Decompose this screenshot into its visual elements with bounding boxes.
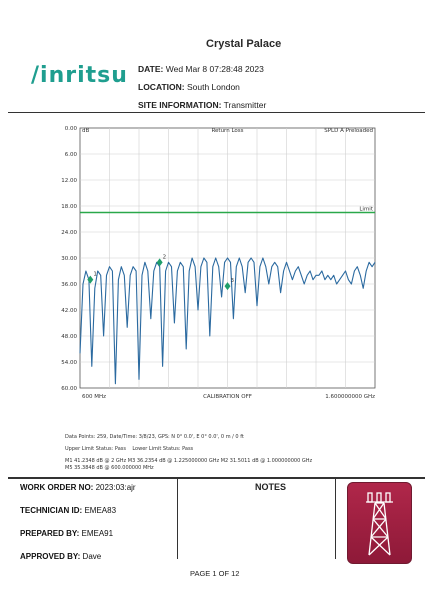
meta-line-1: Data Points: 259, Date/Time: 3/8/23, GPS… [65, 434, 244, 440]
x-end-label: 1.600000000 GHz [325, 394, 375, 400]
y-tick-label: 42.00 [61, 308, 77, 314]
y-tick-label: 24.00 [61, 230, 77, 236]
marker-label-2: 2 [163, 254, 167, 260]
approved-by: APPROVED BY: Dave [20, 552, 102, 561]
header-rule [8, 112, 425, 113]
x-start-label: 600 MHz [82, 394, 106, 400]
prepared-by: PREPARED BY: EMEA91 [20, 529, 114, 538]
work-order: WORK ORDER NO: 2023:03:ajr [20, 483, 136, 492]
return-loss-chart: 0.00 6.00 12.00 18.00 24.00 30.00 36.00 42.00 48… [61, 126, 376, 400]
y-unit-label: dB [82, 128, 89, 134]
y-tick-label: 12.00 [61, 178, 77, 184]
x-center-label: CALIBRATION OFF [203, 394, 252, 400]
marker-2 [156, 258, 163, 267]
y-tick-label: 54.00 [61, 360, 77, 366]
return-loss-trace [79, 257, 376, 385]
marker-3 [224, 282, 231, 291]
page-number: PAGE 1 OF 12 [190, 569, 240, 578]
y-tick-label: 6.00 [65, 152, 78, 158]
column-divider [177, 479, 178, 559]
site-info-line: SITE INFORMATION: Transmitter [138, 100, 267, 110]
limit-label: Limit [359, 207, 373, 213]
marker-label-3: 3 [231, 278, 235, 284]
trace-label: SPLD A Preloaded [324, 128, 373, 134]
footer-rule [8, 477, 425, 479]
notes-title: NOTES [255, 482, 287, 492]
marker-1 [87, 275, 94, 284]
y-tick-label: 30.00 [61, 256, 77, 262]
marker-label-1: 1 [93, 272, 97, 278]
date-line: DATE: Wed Mar 8 07:28:48 2023 [138, 64, 264, 74]
chart-title: Return Loss [211, 128, 243, 134]
meta-line-4: M5 35.3848 dB @ 600.000000 MHz [65, 465, 154, 471]
technician-id: TECHNICIAN ID: EMEA83 [20, 506, 117, 515]
y-tick-label: 36.00 [61, 282, 77, 288]
y-tick-label: 48.00 [61, 334, 77, 340]
y-tick-label: 0.00 [65, 126, 78, 132]
location-line: LOCATION: South London [138, 82, 240, 92]
meta-line-2: Upper Limit Status: Pass Lower Limit Sta… [65, 446, 194, 452]
site-name: Crystal Palace [206, 38, 282, 50]
y-tick-label: 60.00 [61, 386, 77, 392]
cell-tower-icon [347, 482, 412, 564]
y-tick-label: 18.00 [61, 204, 77, 210]
column-divider-2 [335, 479, 336, 559]
meta-line-3: M1 41.2348 dB @ 2 GHz M3 36.2354 dB @ 1.… [65, 458, 313, 464]
anritsu-logo: /inritsu [31, 63, 128, 88]
